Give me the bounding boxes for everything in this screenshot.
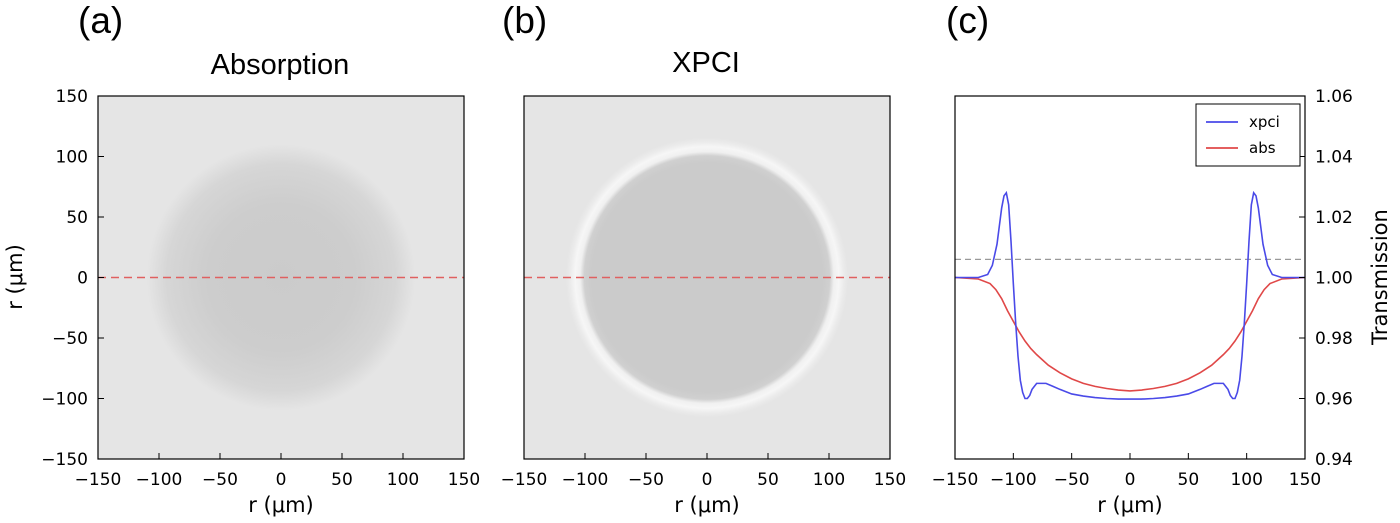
xpci-series-line — [955, 190, 1305, 400]
panel-b-x-ticks: −150 −100 −50 0 50 100 150 — [501, 453, 906, 490]
x-tick-label: −50 — [202, 470, 238, 490]
y-tick-label: 1.06 — [1315, 87, 1353, 107]
x-tick-label: −100 — [990, 470, 1037, 490]
panel-a-x-label: r (μm) — [248, 493, 314, 517]
y-tick-label: 50 — [66, 208, 88, 228]
legend-label-abs: abs — [1249, 139, 1276, 157]
x-tick-label: −50 — [628, 470, 664, 490]
panel-c: −150 −100 −50 0 50 100 150 0.94 0.96 0.98 1.00 1.0… — [932, 87, 1392, 517]
x-tick-label: 100 — [813, 470, 845, 490]
panel-a-x-ticks: −150 −100 −50 0 50 100 150 — [75, 453, 480, 490]
panel-c-x-ticks: −150 −100 −50 0 50 100 150 — [932, 453, 1321, 490]
y-tick-label: −100 — [41, 390, 88, 410]
panel-c-y-label: Transmission — [1368, 209, 1392, 346]
x-tick-label: 50 — [1178, 470, 1200, 490]
x-tick-label: 150 — [1289, 470, 1321, 490]
panel-label-a: (a) — [78, 0, 123, 41]
y-tick-label: 100 — [56, 148, 88, 168]
panel-c-y-ticks: 0.94 0.96 0.98 1.00 1.02 1.04 1.06 — [1299, 87, 1353, 470]
panel-b: −150 −100 −50 0 50 100 150 r (μm) — [501, 95, 906, 517]
panel-a-y-ticks: −150 −100 −50 0 50 100 150 — [41, 87, 104, 470]
y-tick-label: −50 — [52, 329, 88, 349]
x-tick-label: −50 — [1054, 470, 1090, 490]
x-tick-label: 0 — [276, 470, 287, 490]
x-tick-label: 150 — [874, 470, 906, 490]
panel-a: −150 −100 −50 0 50 100 150 −150 −100 −50 0 50 100 15… — [3, 87, 480, 517]
x-tick-label: 100 — [1230, 470, 1262, 490]
x-tick-label: 50 — [757, 470, 779, 490]
y-tick-label: −150 — [41, 450, 88, 470]
x-tick-label: 50 — [331, 470, 353, 490]
x-tick-label: −100 — [562, 470, 609, 490]
y-tick-label: 150 — [56, 87, 88, 107]
panel-c-x-label: r (μm) — [1097, 493, 1163, 517]
x-tick-label: −100 — [136, 470, 183, 490]
x-tick-label: 150 — [448, 470, 480, 490]
legend-label-xpci: xpci — [1249, 113, 1280, 131]
y-tick-label: 1.04 — [1315, 148, 1353, 168]
x-tick-label: −150 — [501, 470, 548, 490]
x-tick-label: 100 — [387, 470, 419, 490]
abs-series-line — [955, 276, 1305, 392]
y-tick-label: 0.96 — [1315, 390, 1353, 410]
y-tick-label: 0.98 — [1315, 329, 1353, 349]
y-tick-label: 0 — [77, 269, 88, 289]
xpci-title: XPCI — [672, 47, 740, 79]
legend-box — [1195, 103, 1301, 167]
panel-a-y-label: r (μm) — [3, 244, 27, 310]
x-tick-label: −150 — [75, 470, 122, 490]
y-tick-label: 1.02 — [1315, 208, 1353, 228]
legend: xpci abs — [1195, 103, 1301, 167]
absorption-title: Absorption — [211, 49, 350, 81]
panel-label-c: (c) — [946, 0, 989, 41]
panel-b-x-label: r (μm) — [674, 493, 740, 517]
y-tick-label: 0.94 — [1315, 450, 1353, 470]
x-tick-label: −150 — [932, 470, 979, 490]
y-tick-label: 1.00 — [1315, 269, 1353, 289]
x-tick-label: 0 — [1125, 470, 1136, 490]
panel-label-b: (b) — [502, 0, 547, 41]
x-tick-label: 0 — [702, 470, 713, 490]
